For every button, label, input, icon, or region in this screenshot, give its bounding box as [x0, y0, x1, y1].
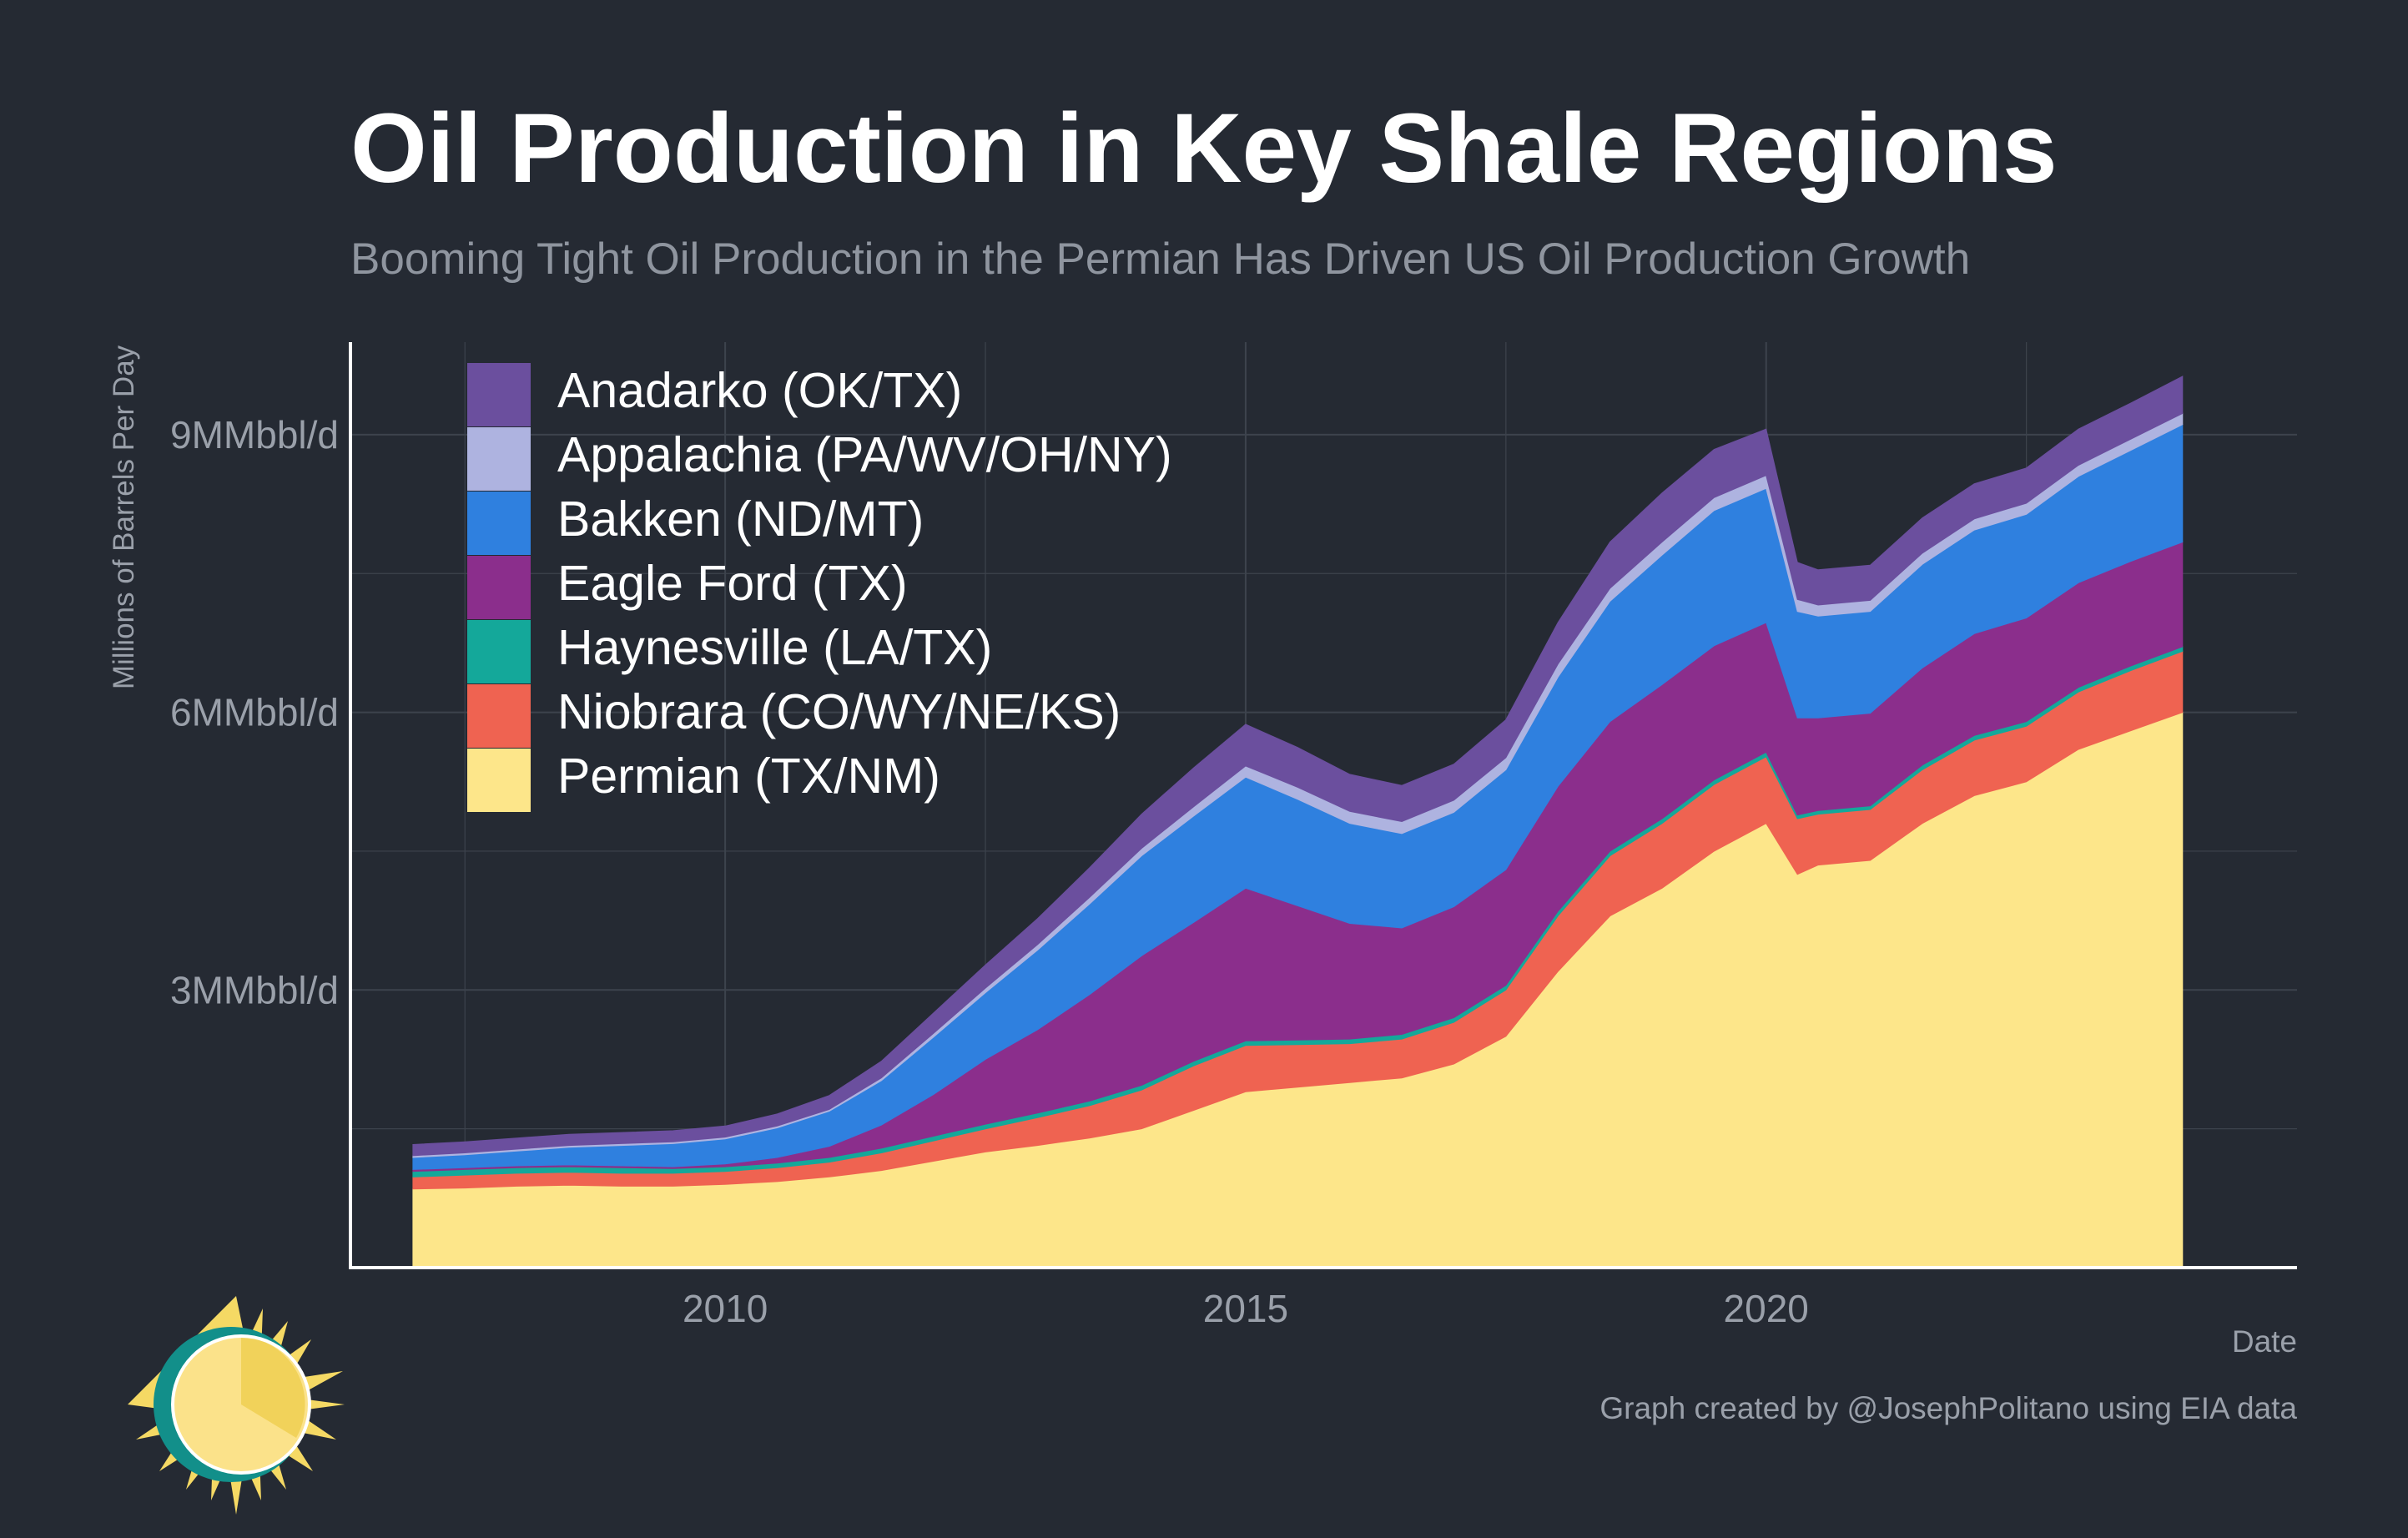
sun-disc-outline: [171, 1334, 311, 1475]
legend-label: Niobrara (CO/WY/NE/KS): [557, 684, 1121, 739]
chart-subtitle: Booming Tight Oil Production in the Perm…: [350, 234, 1970, 284]
legend-swatch: [467, 492, 531, 555]
chart-title: Oil Production in Key Shale Regions: [350, 93, 2058, 204]
legend-swatch: [467, 684, 531, 748]
legend-label: Permian (TX/NM): [557, 749, 940, 804]
legend: Anadarko (OK/TX) Appalachia (PA/WV/OH/NY)…: [467, 363, 1172, 812]
axes: [349, 342, 2297, 1269]
x-tick-labels: 2010 2015 2020: [683, 1287, 1809, 1330]
x-tick-label: 2010: [683, 1287, 768, 1330]
legend-swatch: [467, 427, 531, 491]
legend-label: Eagle Ford (TX): [557, 556, 908, 611]
legend-label: Appalachia (PA/WV/OH/NY): [557, 427, 1172, 482]
x-tick-label: 2015: [1203, 1287, 1288, 1330]
y-tick-labels: 3MMbbl/d 6MMbbl/d 9MMbbl/d: [170, 413, 339, 1011]
legend-swatch: [467, 363, 531, 426]
y-axis-label: Millions of Barrels Per Day: [108, 345, 140, 689]
series-area-anadarko: [412, 376, 2184, 1157]
legend-swatch: [467, 620, 531, 683]
sun-logo: [128, 1296, 345, 1515]
x-tick-label: 2020: [1724, 1287, 1809, 1330]
y-tick-label: 9MMbbl/d: [170, 413, 339, 456]
y-tick-label: 3MMbbl/d: [170, 968, 339, 1011]
sun-shadow: [241, 1336, 305, 1438]
y-tick-label: 6MMbbl/d: [170, 691, 339, 734]
legend-swatch: [467, 749, 531, 812]
x-axis-label: Date: [2232, 1324, 2297, 1359]
legend-label: Anadarko (OK/TX): [557, 363, 962, 418]
legend-label: Haynesville (LA/TX): [557, 620, 992, 675]
legend-label: Bakken (ND/MT): [557, 492, 924, 547]
legend-swatch: [467, 556, 531, 619]
source-caption: Graph created by @JosephPolitano using E…: [1599, 1391, 2297, 1425]
